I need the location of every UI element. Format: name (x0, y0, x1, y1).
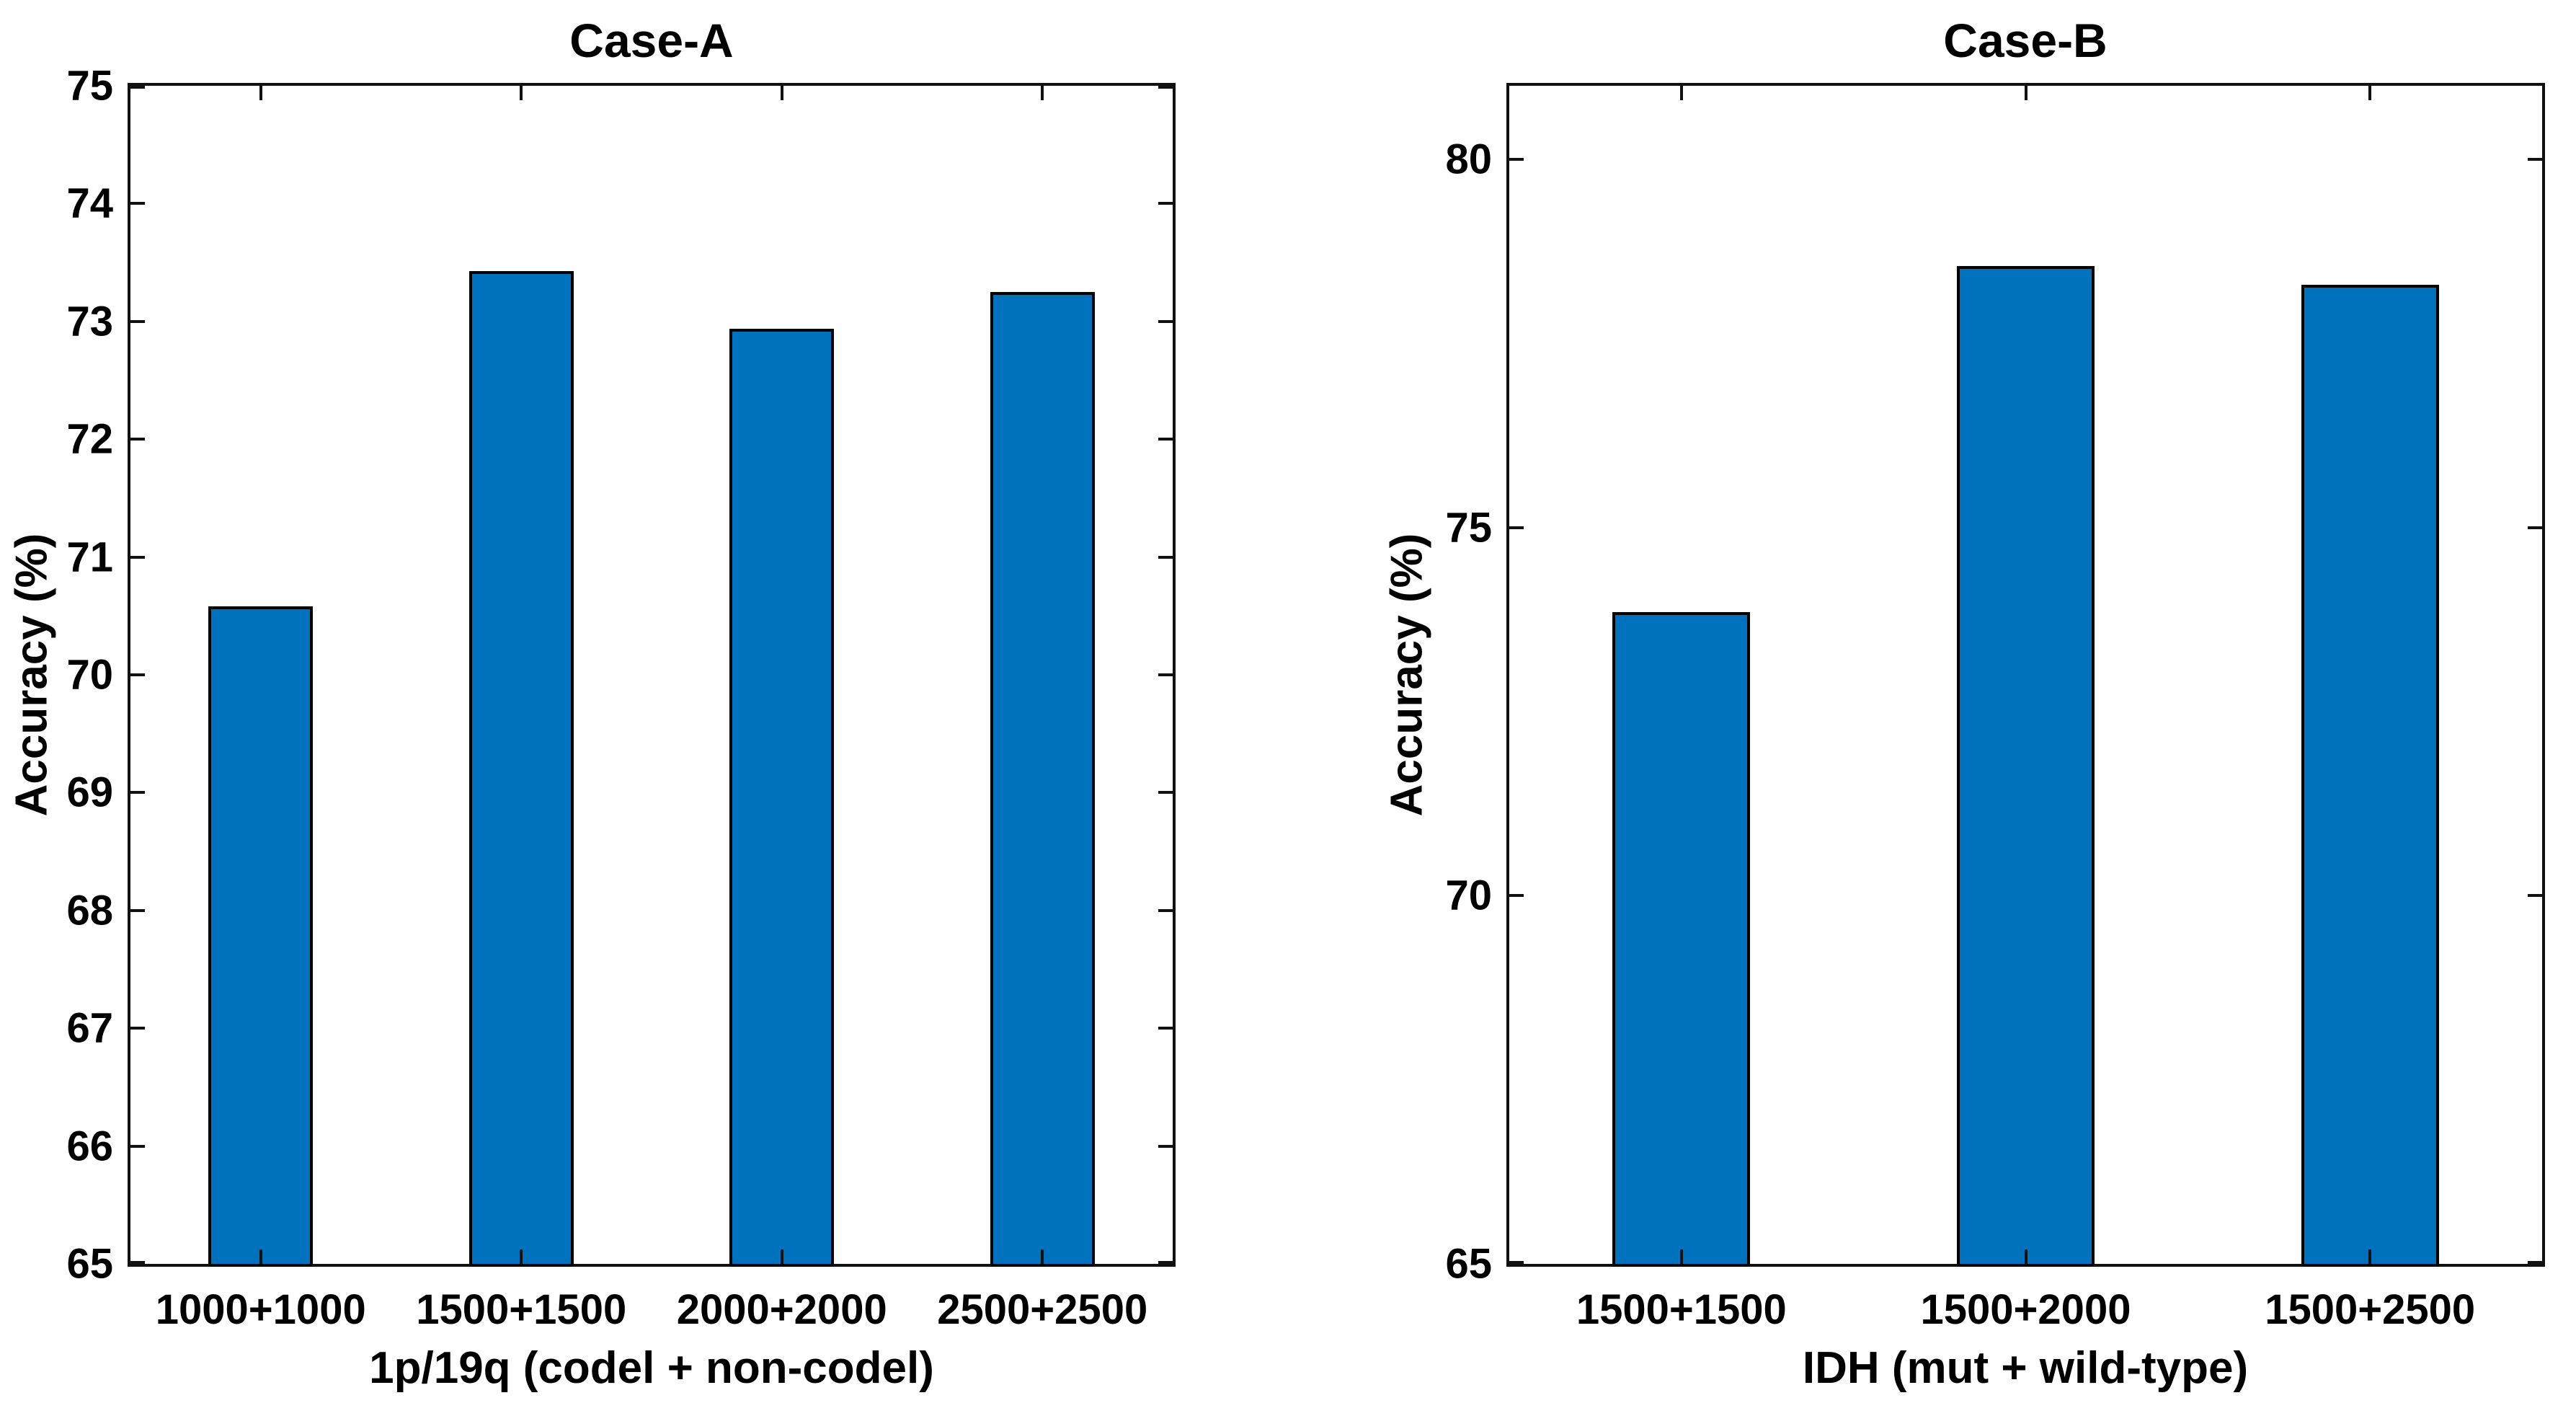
y-tick-mark (1158, 202, 1173, 205)
y-tick-mark (130, 202, 145, 205)
y-tick-mark (1509, 158, 1524, 161)
y-tick-mark (1158, 86, 1173, 89)
y-tick-mark (130, 438, 145, 441)
y-tick-label: 70 (1445, 872, 1492, 919)
bar-1500+1500 (468, 270, 574, 1267)
bar-2500+2500 (990, 291, 1095, 1267)
x-tick-label: 1500+2000 (1920, 1286, 2131, 1333)
y-tick-label: 67 (66, 1004, 113, 1052)
y-tick-mark (1158, 908, 1173, 912)
y-tick-label: 65 (1445, 1240, 1492, 1288)
y-tick-mark (1509, 894, 1524, 898)
x-tick-mark (1679, 1249, 1683, 1264)
y-tick-mark (1158, 555, 1173, 559)
bar-1000+1000 (208, 606, 314, 1267)
y-tick-mark (2528, 1261, 2542, 1264)
y-tick-label: 74 (66, 180, 113, 227)
x-tick-label: 1500+1500 (416, 1286, 627, 1333)
y-tick-label: 65 (66, 1240, 113, 1288)
y-tick-label: 80 (1445, 136, 1492, 183)
y-tick-mark (1509, 1261, 1524, 1264)
y-tick-mark (130, 1027, 145, 1030)
chart-a-plot-area (128, 83, 1176, 1267)
y-tick-mark (2528, 158, 2542, 161)
y-tick-mark (2528, 894, 2542, 898)
y-tick-mark (130, 908, 145, 912)
y-tick-label: 72 (66, 415, 113, 463)
x-tick-mark (780, 86, 783, 100)
x-tick-label: 1500+2500 (2265, 1286, 2476, 1333)
y-tick-mark (130, 1144, 145, 1148)
y-tick-mark (130, 86, 145, 89)
y-tick-mark (130, 319, 145, 323)
x-tick-mark (259, 86, 262, 100)
chart-b-plot-area (1506, 83, 2545, 1267)
chart-a-x-axis-label: 1p/19q (codel + non-codel) (369, 1343, 934, 1393)
x-tick-mark (2368, 86, 2372, 100)
y-tick-label: 73 (66, 298, 113, 345)
y-tick-label: 69 (66, 769, 113, 816)
y-tick-label: 71 (66, 534, 113, 581)
x-tick-mark (1041, 86, 1044, 100)
chart-a-title: Case-A (569, 14, 734, 67)
x-tick-mark (520, 1249, 523, 1264)
y-tick-mark (130, 673, 145, 676)
bar-2000+2000 (729, 328, 835, 1267)
y-tick-mark (1158, 1261, 1173, 1264)
x-tick-mark (2024, 1249, 2028, 1264)
y-tick-mark (1158, 673, 1173, 676)
y-tick-label: 66 (66, 1123, 113, 1170)
y-tick-mark (2528, 526, 2542, 529)
y-tick-mark (1509, 526, 1524, 529)
x-tick-mark (2024, 86, 2028, 100)
x-tick-mark (520, 86, 523, 100)
y-tick-mark (1158, 1027, 1173, 1030)
x-tick-label: 2000+2000 (676, 1286, 887, 1333)
y-tick-label: 75 (66, 62, 113, 110)
y-tick-mark (1158, 791, 1173, 795)
y-tick-mark (130, 1261, 145, 1264)
y-tick-mark (1158, 1144, 1173, 1148)
x-tick-label: 2500+2500 (937, 1286, 1148, 1333)
x-tick-label: 1500+1500 (1576, 1286, 1787, 1333)
y-tick-mark (130, 791, 145, 795)
x-tick-mark (2368, 1249, 2372, 1264)
y-tick-mark (130, 555, 145, 559)
y-tick-mark (1158, 438, 1173, 441)
y-tick-mark (1158, 319, 1173, 323)
bar-1500+2500 (2301, 284, 2439, 1267)
y-tick-label: 70 (66, 651, 113, 699)
x-tick-mark (1679, 86, 1683, 100)
chart-b-title: Case-B (1943, 14, 2108, 67)
x-tick-mark (259, 1249, 262, 1264)
bar-1500+2000 (1956, 266, 2095, 1267)
chart-b-x-axis-label: IDH (mut + wild-type) (1802, 1343, 2249, 1393)
x-tick-label: 1000+1000 (155, 1286, 366, 1333)
y-tick-label: 68 (66, 887, 113, 934)
y-tick-label: 75 (1445, 504, 1492, 552)
chart-b-y-axis-label: Accuracy (%) (1382, 533, 1432, 817)
x-tick-mark (780, 1249, 783, 1264)
x-tick-mark (1041, 1249, 1044, 1264)
bar-1500+1500 (1612, 612, 1751, 1267)
